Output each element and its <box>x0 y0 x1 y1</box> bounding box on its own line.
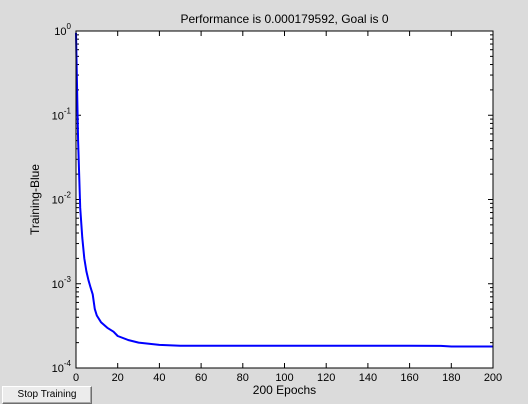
y-tick-label-exponent: -1 <box>64 106 72 115</box>
x-tick-label: 200 <box>484 372 502 384</box>
y-tick-label-base: 10 <box>52 110 64 122</box>
x-tick-label: 180 <box>442 372 460 384</box>
y-tick-label: 10-1 <box>52 106 72 122</box>
y-tick-label-exponent: -2 <box>64 191 72 200</box>
x-tick-label: 40 <box>153 372 165 384</box>
x-tick-label: 140 <box>359 372 377 384</box>
y-tick-label-base: 10 <box>52 363 64 375</box>
plot-area <box>76 31 493 368</box>
y-tick-label-base: 10 <box>54 26 66 38</box>
y-tick-label-exponent: -4 <box>64 359 72 368</box>
x-tick-label: 100 <box>275 372 293 384</box>
x-tick-label: 20 <box>112 372 124 384</box>
y-tick-label: 100 <box>54 22 71 38</box>
y-tick-label-exponent: 0 <box>67 22 72 31</box>
y-tick-label: 10-3 <box>52 275 72 291</box>
y-tick-label-base: 10 <box>52 195 64 207</box>
plot-frame <box>75 30 494 369</box>
chart-title: Performance is 0.000179592, Goal is 0 <box>180 12 388 26</box>
y-tick-label-exponent: -3 <box>64 275 72 284</box>
stop-training-button[interactable]: Stop Training <box>2 386 92 404</box>
x-tick-label: 0 <box>73 372 79 384</box>
x-tick-label: 80 <box>237 372 249 384</box>
training-performance-line <box>75 32 493 348</box>
x-tick-label: 60 <box>195 372 207 384</box>
x-tick-label: 160 <box>400 372 418 384</box>
y-tick-label: 10-2 <box>52 191 72 207</box>
y-tick-label-base: 10 <box>52 279 64 291</box>
y-tick-label: 10-4 <box>52 359 72 375</box>
x-axis-label: 200 Epochs <box>253 383 316 397</box>
x-tick-label: 120 <box>317 372 335 384</box>
y-axis-label: Training-Blue <box>28 164 42 235</box>
